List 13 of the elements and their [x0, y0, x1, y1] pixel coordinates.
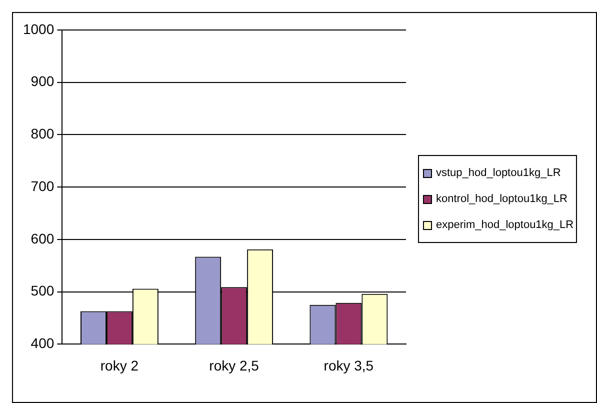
y-tick-label: 800	[30, 126, 54, 142]
legend-label: experim_hod_loptou1kg_LR	[436, 218, 574, 233]
y-tick-label: 400	[30, 335, 54, 352]
x-tick-label: roky 3,5	[324, 357, 374, 374]
x-tick-label: roky 2,5	[209, 357, 260, 374]
y-tick-label: 500	[30, 282, 54, 299]
legend-label: vstup_hod_loptou1kg_LR	[436, 166, 561, 181]
y-tick-label: 1000	[22, 20, 54, 37]
y-tick-label: 600	[30, 230, 54, 246]
y-tick-label: 700	[30, 178, 54, 194]
x-tick-label: roky 2	[100, 357, 139, 374]
legend-label: kontrol_hod_loptou1kg_LR	[436, 192, 568, 207]
y-tick-label: 900	[30, 73, 54, 90]
